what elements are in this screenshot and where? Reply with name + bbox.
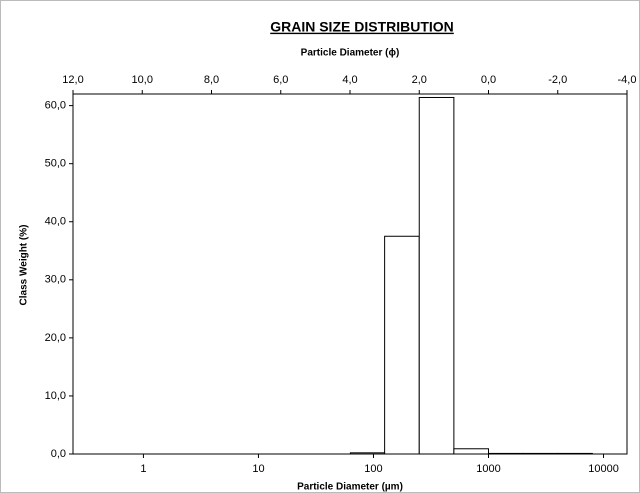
bar <box>384 235 420 455</box>
x2-tick-label: 6,0 <box>273 74 288 86</box>
x-tick-label: 10 <box>252 463 264 475</box>
y-axis-label: Class Weight (%) <box>19 225 30 306</box>
x2-tick-label: 8,0 <box>204 74 219 86</box>
x-tick-label: 100 <box>364 463 382 475</box>
x2-tick-label: -2,0 <box>548 74 567 86</box>
x-tick-label: 1000 <box>476 463 500 475</box>
chart-title: GRAIN SIZE DISTRIBUTION <box>270 19 454 35</box>
x2-tick-label: 10,0 <box>132 74 153 86</box>
bar <box>453 448 489 455</box>
x2-tick-label: 2,0 <box>412 74 427 86</box>
y-tick-label: 50,0 <box>45 158 66 170</box>
x2-tick-label: 4,0 <box>342 74 357 86</box>
y-tick-label: 40,0 <box>45 216 66 228</box>
x-tick-label: 10000 <box>588 463 619 475</box>
x2-tick-label: -4,0 <box>618 74 637 86</box>
y-tick-label: 10,0 <box>45 390 66 402</box>
y-tick-label: 30,0 <box>45 274 66 286</box>
x2-axis-label: Particle Diameter (ϕ) <box>301 48 400 59</box>
x2-tick-label: 0,0 <box>481 74 496 86</box>
x-axis-label: Particle Diameter (µm) <box>297 482 403 493</box>
y-tick-label: 0,0 <box>51 448 66 460</box>
x-tick-label: 1 <box>140 463 146 475</box>
y-tick-label: 20,0 <box>45 332 66 344</box>
bar <box>418 96 455 455</box>
x2-tick-label: 12,0 <box>62 74 83 86</box>
y-tick-label: 60,0 <box>45 100 66 112</box>
